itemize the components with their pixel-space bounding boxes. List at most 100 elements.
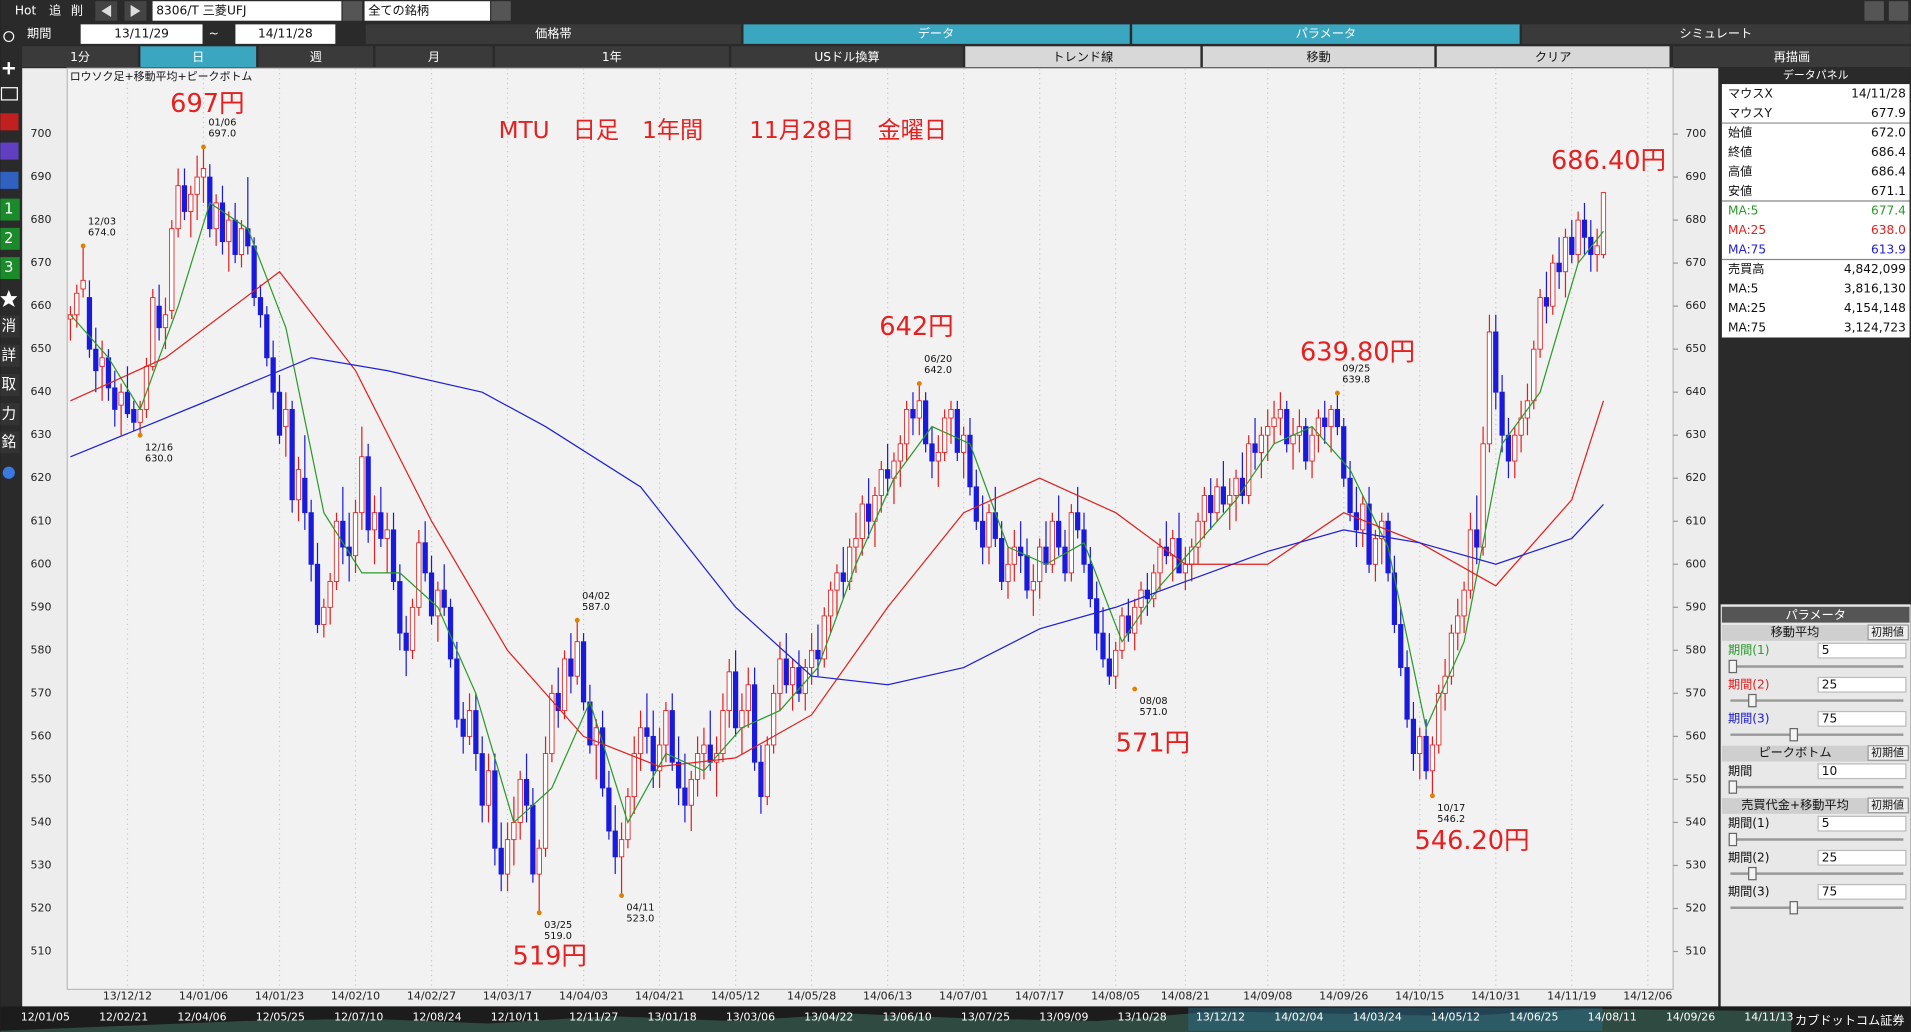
- hot-button[interactable]: Hot: [15, 3, 37, 17]
- param-input[interactable]: [1817, 883, 1907, 900]
- sidebar-button[interactable]: [0, 374, 20, 396]
- candle-body: [1512, 434, 1518, 462]
- button[interactable]: [731, 46, 963, 68]
- callout: 686.40円: [1551, 146, 1666, 176]
- slider-knob[interactable]: [1748, 866, 1757, 881]
- sidebar-button[interactable]: [0, 431, 20, 454]
- peak-date: 04/02: [582, 591, 610, 602]
- button[interactable]: [375, 46, 493, 68]
- from-input[interactable]: [80, 24, 203, 44]
- button-label: 月: [428, 50, 440, 64]
- tool-icon[interactable]: [0, 171, 19, 189]
- y-tick-label: 580: [1685, 643, 1706, 656]
- sidebar-button[interactable]: [0, 227, 20, 250]
- symbol-dropdown[interactable]: [342, 1, 363, 21]
- tab[interactable]: [365, 24, 742, 44]
- group-name: 移動平均: [1771, 625, 1820, 639]
- candle-body: [131, 408, 137, 423]
- button[interactable]: [1436, 46, 1670, 68]
- x-tick-label: 14/07/01: [939, 990, 988, 1003]
- tool-icon[interactable]: [0, 113, 19, 131]
- timeline-selection[interactable]: [1188, 1007, 1603, 1031]
- candle-body: [840, 572, 846, 582]
- settings-button[interactable]: [1864, 1, 1884, 21]
- candle-body: [378, 512, 384, 539]
- slider-knob[interactable]: [1728, 780, 1738, 794]
- candle-body: [1562, 236, 1569, 273]
- candle-body: [1467, 529, 1474, 591]
- candle-body: [169, 228, 175, 311]
- candle-body: [1227, 495, 1233, 505]
- close-button[interactable]: [1888, 1, 1909, 21]
- candle-body: [188, 193, 194, 212]
- tool-icon[interactable]: [0, 142, 19, 160]
- timeline-label: 13/04/22: [804, 1010, 853, 1023]
- candle-body: [270, 357, 276, 393]
- search-icon[interactable]: [3, 31, 15, 43]
- slider-knob[interactable]: [1789, 901, 1799, 915]
- param-input[interactable]: [1817, 676, 1907, 693]
- reset-label: 初期値: [1871, 797, 1904, 811]
- tab[interactable]: [743, 24, 1130, 44]
- sidebar-button[interactable]: [0, 315, 20, 338]
- delete-button[interactable]: 削: [71, 3, 83, 17]
- candle-body: [1075, 512, 1081, 531]
- slider-knob[interactable]: [1728, 832, 1738, 847]
- peak-marker: [201, 144, 206, 150]
- candle-body: [1252, 443, 1258, 453]
- x-tick-label: 14/10/31: [1471, 990, 1520, 1003]
- candle-body: [504, 839, 511, 875]
- reset-button[interactable]: [1867, 745, 1909, 761]
- param-input[interactable]: [1817, 815, 1907, 832]
- param-input[interactable]: [1817, 763, 1907, 780]
- candle-body: [593, 727, 599, 746]
- candle-body: [460, 718, 466, 737]
- crosshair-icon[interactable]: [2, 62, 15, 75]
- moving-average: [70, 357, 1604, 686]
- tab[interactable]: [1522, 24, 1911, 44]
- star-icon[interactable]: [0, 289, 18, 308]
- peak-date: 03/25: [544, 920, 572, 931]
- universe-dropdown[interactable]: [491, 1, 511, 21]
- reset-button[interactable]: [1867, 797, 1909, 814]
- camera-icon[interactable]: [0, 87, 18, 101]
- param-input[interactable]: [1817, 849, 1907, 866]
- peak-marker: [1132, 686, 1138, 692]
- button[interactable]: [1673, 46, 1911, 68]
- slider-knob[interactable]: [1728, 659, 1738, 674]
- candle-body: [618, 839, 625, 858]
- button[interactable]: [258, 46, 374, 68]
- sidebar-button[interactable]: [0, 198, 20, 221]
- universe-select[interactable]: [364, 1, 491, 21]
- button[interactable]: [1202, 46, 1435, 68]
- slider-knob[interactable]: [1748, 693, 1757, 708]
- add-button[interactable]: 追: [49, 2, 61, 17]
- param-input[interactable]: [1817, 710, 1907, 727]
- y-tick-label: 570: [31, 686, 52, 699]
- data-value: 686.4: [1871, 145, 1906, 159]
- to-input[interactable]: [235, 24, 336, 44]
- sidebar-button[interactable]: [0, 257, 20, 280]
- slider-knob[interactable]: [1789, 728, 1799, 742]
- button[interactable]: [140, 46, 257, 68]
- tab[interactable]: [1132, 24, 1520, 44]
- data-value: 672.0: [1871, 125, 1906, 139]
- button[interactable]: [22, 46, 138, 68]
- button[interactable]: [965, 46, 1201, 68]
- button[interactable]: [494, 46, 729, 68]
- sidebar-button[interactable]: [0, 403, 20, 426]
- candle-body: [238, 228, 245, 255]
- sidebar-label: 銘: [1, 433, 16, 450]
- peak-date: 08/08: [1140, 696, 1168, 707]
- sidebar-button[interactable]: [0, 344, 20, 367]
- candle-body: [1049, 520, 1055, 565]
- data-label: MA:75: [1728, 320, 1766, 334]
- sidebar-label: 1: [4, 201, 13, 218]
- gear-icon[interactable]: [2, 466, 15, 479]
- candle-body: [1391, 572, 1398, 625]
- symbol-input[interactable]: [152, 1, 342, 21]
- candle-body: [1499, 391, 1505, 436]
- reset-button[interactable]: [1867, 624, 1909, 641]
- param-input[interactable]: [1817, 642, 1907, 659]
